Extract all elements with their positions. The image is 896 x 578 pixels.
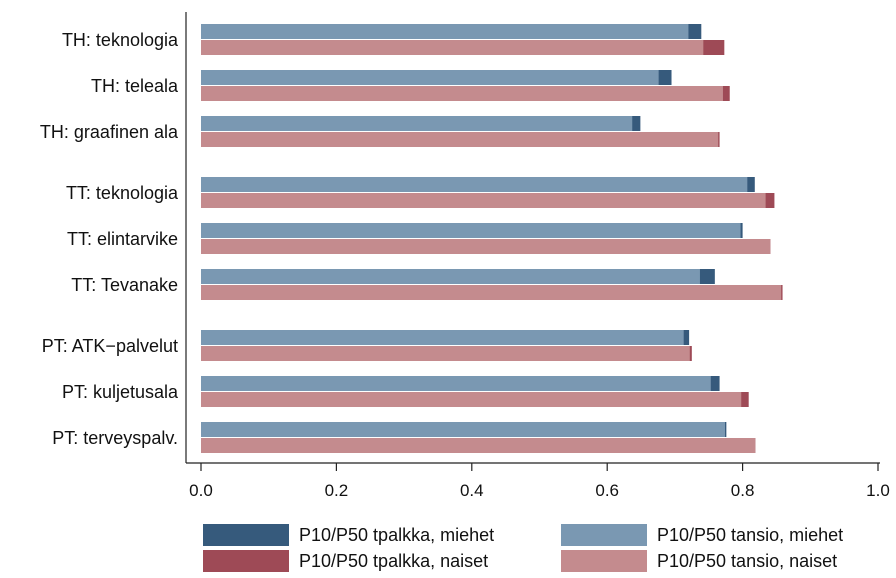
category-label: PT: terveyspalv. — [52, 428, 178, 448]
legend-swatch — [561, 524, 647, 546]
legend-item-tansio-miehet: P10/P50 tansio, miehet — [561, 524, 843, 546]
bar-chart: TH: teknologia TH: teleala TH: graafinen a… — [40, 12, 890, 500]
category-label: TT: Tevanake — [71, 275, 178, 295]
legend-swatch — [203, 524, 289, 546]
bar-tansio-naiset-tt-tevanake — [201, 285, 782, 300]
bar-tansio-miehet-tt-teknologia — [201, 177, 748, 192]
x-tick-label: 1.0 — [866, 481, 890, 500]
bars-layer — [201, 24, 783, 453]
x-ticks: 0.0 0.2 0.4 0.6 0.8 1.0 — [189, 463, 890, 500]
bar-tansio-naiset-pt-kuljetusala — [201, 392, 742, 407]
category-label: TH: teknologia — [62, 30, 179, 50]
x-tick-label: 0.6 — [595, 481, 619, 500]
category-label: PT: kuljetusala — [62, 382, 179, 402]
bar-tansio-naiset-pt-atk-palvelut — [201, 346, 690, 361]
category-label: TH: teleala — [91, 76, 179, 96]
bar-tansio-miehet-pt-terveyspalv — [201, 422, 725, 437]
legend-label: P10/P50 tansio, miehet — [657, 524, 844, 545]
x-tick-label: 0.4 — [460, 481, 484, 500]
legend: P10/P50 tpalkka, miehet P10/P50 tansio, … — [0, 518, 896, 578]
bar-tansio-miehet-th-teknologia — [201, 24, 689, 39]
bar-tansio-miehet-th-teleala — [201, 70, 659, 85]
bar-tansio-naiset-tt-teknologia — [201, 193, 766, 208]
legend-item-tpalkka-miehet: P10/P50 tpalkka, miehet — [203, 524, 494, 546]
legend-item-tansio-naiset: P10/P50 tansio, naiset — [561, 550, 837, 572]
bar-tansio-naiset-th-teleala — [201, 86, 723, 101]
legend-item-tpalkka-naiset: P10/P50 tpalkka, naiset — [203, 550, 488, 572]
bar-tansio-miehet-pt-kuljetusala — [201, 376, 711, 391]
bar-tansio-miehet-pt-atk-palvelut — [201, 330, 684, 345]
x-tick-label: 0.2 — [325, 481, 349, 500]
legend-label: P10/P50 tpalkka, miehet — [299, 524, 495, 545]
bar-tansio-naiset-pt-terveyspalv — [201, 438, 756, 453]
bar-tansio-miehet-tt-tevanake — [201, 269, 700, 284]
bar-tansio-miehet-th-graafinen-ala — [201, 116, 633, 131]
legend-swatch — [561, 550, 647, 572]
category-label: PT: ATK−palvelut — [42, 336, 178, 356]
bar-tansio-naiset-th-teknologia — [201, 40, 704, 55]
bar-tansio-miehet-tt-elintarvike — [201, 223, 741, 238]
category-label: TH: graafinen ala — [40, 122, 179, 142]
legend-label: P10/P50 tansio, naiset — [657, 550, 838, 571]
category-label: TT: teknologia — [66, 183, 179, 203]
bar-tansio-naiset-tt-elintarvike — [201, 239, 771, 254]
x-tick-label: 0.8 — [731, 481, 755, 500]
category-labels: TH: teknologia TH: teleala TH: graafinen a… — [40, 30, 179, 448]
legend-label: P10/P50 tpalkka, naiset — [299, 550, 489, 571]
category-label: TT: elintarvike — [67, 229, 178, 249]
x-tick-label: 0.0 — [189, 481, 213, 500]
bar-tansio-naiset-th-graafinen-ala — [201, 132, 719, 147]
legend-swatch — [203, 550, 289, 572]
